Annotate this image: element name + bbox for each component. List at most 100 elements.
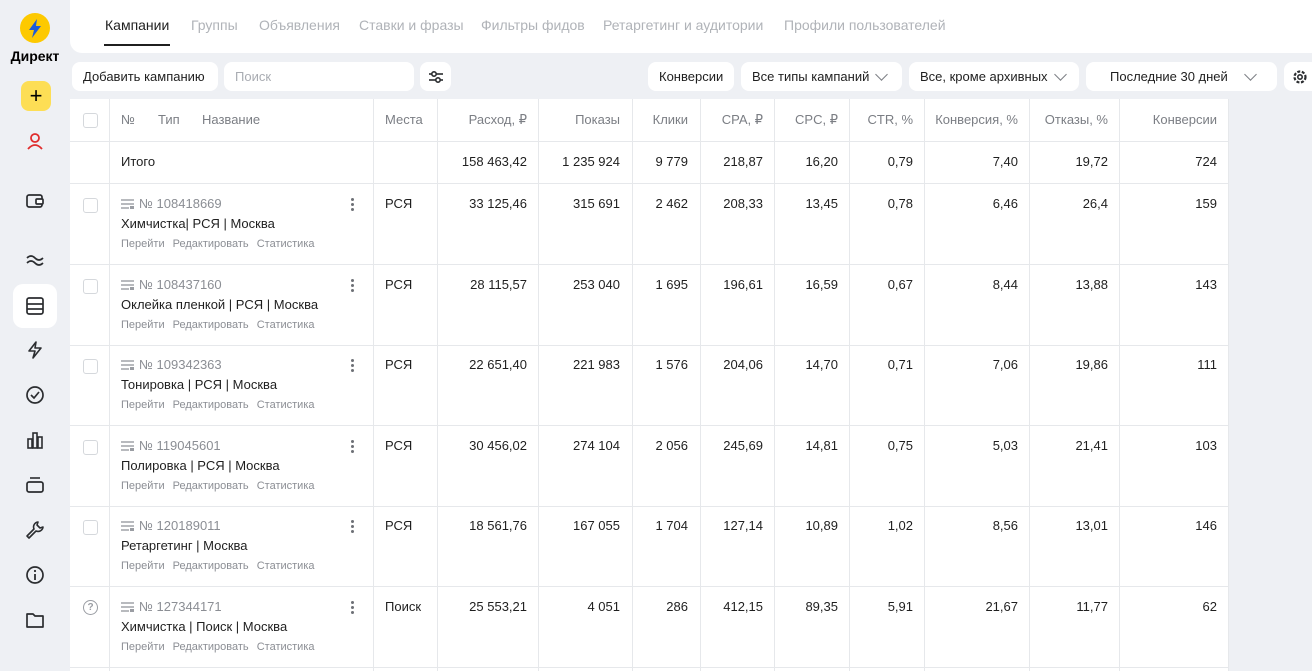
goto-link[interactable]: Перейти <box>121 319 165 331</box>
more-menu-icon[interactable] <box>346 357 358 375</box>
campaign-type-select[interactable]: Все типы кампаний <box>741 62 902 91</box>
tab-retargeting-audiences[interactable]: Ретаргетинг и аудитории <box>603 17 764 33</box>
campaign-name[interactable]: Химчистка| РСЯ | Москва <box>121 216 275 231</box>
campaign-id: № 109342363 <box>121 357 222 372</box>
info-icon[interactable] <box>22 562 48 588</box>
edit-link[interactable]: Редактировать <box>172 319 249 331</box>
edit-link[interactable]: Редактировать <box>172 560 249 572</box>
statistics-link[interactable]: Статистика <box>256 560 315 572</box>
campaign-id: № 108418669 <box>121 196 222 211</box>
waves-icon[interactable] <box>22 247 48 273</box>
search-input[interactable] <box>235 69 403 84</box>
cell-cpa: 204,06 <box>723 357 763 372</box>
campaign-type-icon <box>121 198 134 209</box>
lightning-icon[interactable] <box>22 337 48 363</box>
statistics-link[interactable]: Статистика <box>256 480 315 492</box>
column-settings-button[interactable] <box>420 62 451 91</box>
folder-icon[interactable] <box>22 607 48 633</box>
tab-ads[interactable]: Объявления <box>259 17 340 33</box>
header-number[interactable]: № <box>121 112 135 127</box>
bar-chart-icon[interactable] <box>22 427 48 453</box>
row-checkbox[interactable] <box>83 520 98 535</box>
cell-bounces: 21,41 <box>1075 438 1108 453</box>
table-row: № 120189011 Ретаргетинг | Москва Перейти… <box>70 506 1229 587</box>
tab-campaigns[interactable]: Кампании <box>103 17 171 46</box>
status-question-icon[interactable]: ? <box>83 600 98 615</box>
cell-bounces: 26,4 <box>1082 196 1108 211</box>
edit-link[interactable]: Редактировать <box>172 480 249 492</box>
conversions-button[interactable]: Конверсии <box>648 62 734 91</box>
goto-link[interactable]: Перейти <box>121 238 165 250</box>
goto-link[interactable]: Перейти <box>121 560 165 572</box>
edit-link[interactable]: Редактировать <box>172 238 249 250</box>
tab-feed-filters[interactable]: Фильтры фидов <box>481 17 585 33</box>
cell-cpa: 412,15 <box>723 599 763 614</box>
header-impressions[interactable]: Показы <box>575 112 620 127</box>
wrench-icon[interactable] <box>22 517 48 543</box>
header-ctr[interactable]: CTR, % <box>867 112 914 127</box>
check-circle-icon[interactable] <box>22 382 48 408</box>
header-conversions[interactable]: Конверсии <box>1152 112 1217 127</box>
cell-ctr: 0,71 <box>887 357 913 372</box>
statistics-link[interactable]: Статистика <box>256 399 315 411</box>
settings-button[interactable] <box>1284 62 1312 91</box>
header-cpa[interactable]: CPA, ₽ <box>721 112 763 127</box>
statistics-link[interactable]: Статистика <box>256 319 315 331</box>
user-icon[interactable] <box>22 128 48 154</box>
campaign-name[interactable]: Полировка | РСЯ | Москва <box>121 458 280 473</box>
cell-conversion-rate: 8,56 <box>992 518 1018 533</box>
campaign-links: Перейти Редактировать Статистика <box>121 480 320 492</box>
edit-link[interactable]: Редактировать <box>172 399 249 411</box>
campaign-name[interactable]: Тонировка | РСЯ | Москва <box>121 377 278 392</box>
create-button[interactable]: + <box>21 81 51 111</box>
more-menu-icon[interactable] <box>346 438 358 456</box>
campaign-name[interactable]: Оклейка пленкой | РСЯ | Москва <box>121 297 319 312</box>
header-clicks[interactable]: Клики <box>652 112 688 127</box>
more-menu-icon[interactable] <box>346 277 358 295</box>
header-conversion-rate[interactable]: Конверсия, % <box>935 112 1018 127</box>
campaign-type-icon <box>121 520 134 531</box>
more-menu-icon[interactable] <box>346 518 358 536</box>
edit-link[interactable]: Редактировать <box>172 641 249 653</box>
campaigns-icon[interactable] <box>13 284 57 328</box>
wallet-icon[interactable] <box>22 188 48 214</box>
gear-icon <box>1293 69 1307 84</box>
layers-icon[interactable] <box>22 472 48 498</box>
campaign-type-value: Все типы кампаний <box>752 69 870 84</box>
cell-conversions: 159 <box>1195 196 1217 211</box>
cell-clicks: 1 576 <box>655 357 688 372</box>
campaign-name[interactable]: Химчистка | Поиск | Москва <box>121 619 288 634</box>
header-cost[interactable]: Расход, ₽ <box>468 112 527 127</box>
tab-user-profiles[interactable]: Профили пользователей <box>784 17 946 33</box>
row-checkbox[interactable] <box>83 440 98 455</box>
select-all-checkbox[interactable] <box>83 113 98 128</box>
statistics-link[interactable]: Статистика <box>256 238 315 250</box>
status-filter-select[interactable]: Все, кроме архивных <box>909 62 1079 91</box>
header-bounces[interactable]: Отказы, % <box>1044 112 1108 127</box>
header-cpc[interactable]: CPC, ₽ <box>795 112 838 127</box>
campaign-name[interactable]: Ретаргетинг | Москва <box>121 538 248 553</box>
tab-bids-phrases[interactable]: Ставки и фразы <box>359 17 464 33</box>
row-checkbox[interactable] <box>83 359 98 374</box>
goto-link[interactable]: Перейти <box>121 641 165 653</box>
cell-conversions: 146 <box>1195 518 1217 533</box>
direct-logo-icon[interactable] <box>20 13 50 43</box>
statistics-link[interactable]: Статистика <box>256 641 315 653</box>
header-type[interactable]: Тип <box>158 112 180 127</box>
cell-ctr: 5,91 <box>887 599 913 614</box>
more-menu-icon[interactable] <box>346 599 358 617</box>
goto-link[interactable]: Перейти <box>121 399 165 411</box>
period-select[interactable]: Последние 30 дней <box>1086 62 1277 91</box>
more-menu-icon[interactable] <box>346 196 358 214</box>
header-name[interactable]: Название <box>202 112 261 127</box>
cell-cpc: 10,89 <box>805 518 838 533</box>
cell-impressions: 4 051 <box>587 599 620 614</box>
campaign-links: Перейти Редактировать Статистика <box>121 238 320 250</box>
add-campaign-button[interactable]: Добавить кампанию <box>72 62 218 91</box>
goto-link[interactable]: Перейти <box>121 480 165 492</box>
row-checkbox[interactable] <box>83 279 98 294</box>
header-places[interactable]: Места <box>385 112 423 127</box>
cell-places: РСЯ <box>385 277 413 292</box>
row-checkbox[interactable] <box>83 198 98 213</box>
tab-groups[interactable]: Группы <box>191 17 238 33</box>
